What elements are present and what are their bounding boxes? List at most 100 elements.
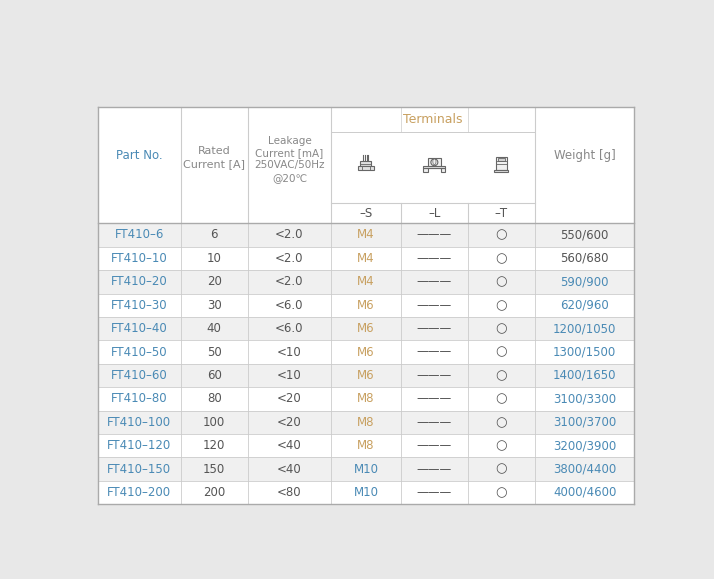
Text: 620/960: 620/960 xyxy=(560,299,609,312)
Text: FT410–100: FT410–100 xyxy=(107,416,171,428)
Text: <2.0: <2.0 xyxy=(275,252,303,265)
Bar xyxy=(361,161,371,166)
Bar xyxy=(98,481,634,504)
Text: ———: ——— xyxy=(417,486,452,499)
Text: ○: ○ xyxy=(496,369,507,382)
Text: Rated
Current [A]: Rated Current [A] xyxy=(183,146,246,169)
Text: M6: M6 xyxy=(357,299,375,312)
Text: –S: –S xyxy=(359,207,373,220)
Text: ———: ——— xyxy=(417,346,452,358)
Bar xyxy=(98,387,634,411)
Bar xyxy=(98,294,634,317)
Text: 3800/4400: 3800/4400 xyxy=(553,463,616,475)
Text: 100: 100 xyxy=(203,416,226,428)
Text: 150: 150 xyxy=(203,463,226,475)
Bar xyxy=(98,364,634,387)
Text: 590/900: 590/900 xyxy=(560,275,609,288)
Text: <2.0: <2.0 xyxy=(275,229,303,241)
Text: ○: ○ xyxy=(496,229,507,241)
Bar xyxy=(428,158,441,168)
Text: M8: M8 xyxy=(357,393,375,405)
Text: FT410–30: FT410–30 xyxy=(111,299,168,312)
Text: M10: M10 xyxy=(353,463,378,475)
Bar xyxy=(98,317,634,340)
Text: ○: ○ xyxy=(496,463,507,475)
Ellipse shape xyxy=(431,159,438,166)
Text: 10: 10 xyxy=(207,252,222,265)
Text: ○: ○ xyxy=(496,393,507,405)
Text: 1300/1500: 1300/1500 xyxy=(553,346,616,358)
Text: ○: ○ xyxy=(496,346,507,358)
Text: 50: 50 xyxy=(207,346,221,358)
Text: ———: ——— xyxy=(417,416,452,428)
Text: ———: ——— xyxy=(417,322,452,335)
Text: 1400/1650: 1400/1650 xyxy=(553,369,616,382)
Text: FT410–150: FT410–150 xyxy=(107,463,171,475)
Text: ———: ——— xyxy=(417,463,452,475)
Bar xyxy=(98,247,634,270)
Bar xyxy=(98,457,634,481)
Text: <6.0: <6.0 xyxy=(275,299,303,312)
Text: –T: –T xyxy=(495,207,508,220)
Text: 60: 60 xyxy=(207,369,222,382)
Text: ———: ——— xyxy=(417,229,452,241)
Text: –L: –L xyxy=(428,207,441,220)
Bar xyxy=(98,107,634,223)
Text: FT410–50: FT410–50 xyxy=(111,346,168,358)
Text: 120: 120 xyxy=(203,439,226,452)
Bar xyxy=(98,223,634,247)
Bar xyxy=(98,270,634,294)
Text: 200: 200 xyxy=(203,486,226,499)
Bar xyxy=(98,340,634,364)
Bar xyxy=(358,166,374,170)
Text: <10: <10 xyxy=(277,346,302,358)
Text: <20: <20 xyxy=(277,393,302,405)
Text: Terminals: Terminals xyxy=(403,113,463,126)
Text: <6.0: <6.0 xyxy=(275,322,303,335)
Text: ———: ——— xyxy=(417,393,452,405)
Text: ○: ○ xyxy=(496,486,507,499)
Bar xyxy=(98,434,634,457)
Text: ○: ○ xyxy=(496,252,507,265)
Text: 4000/4600: 4000/4600 xyxy=(553,486,616,499)
Text: Leakage
Current [mA]
250VAC/50Hz
@20℃: Leakage Current [mA] 250VAC/50Hz @20℃ xyxy=(254,135,325,183)
Bar xyxy=(441,168,446,172)
Bar xyxy=(423,168,428,172)
Text: 30: 30 xyxy=(207,299,221,312)
Text: ○: ○ xyxy=(496,439,507,452)
Text: M4: M4 xyxy=(357,229,375,241)
Text: ———: ——— xyxy=(417,252,452,265)
Text: ———: ——— xyxy=(417,439,452,452)
Bar xyxy=(495,170,508,173)
Text: 3100/3300: 3100/3300 xyxy=(553,393,616,405)
Bar xyxy=(98,411,634,434)
Bar xyxy=(496,157,507,170)
Text: FT410–120: FT410–120 xyxy=(107,439,171,452)
Text: M4: M4 xyxy=(357,275,375,288)
Text: M4: M4 xyxy=(357,252,375,265)
Text: <10: <10 xyxy=(277,369,302,382)
Text: Part No.: Part No. xyxy=(116,149,163,162)
Text: M6: M6 xyxy=(357,346,375,358)
Bar xyxy=(498,158,505,161)
Text: <40: <40 xyxy=(277,463,302,475)
Text: <20: <20 xyxy=(277,416,302,428)
Text: M8: M8 xyxy=(357,439,375,452)
Text: <2.0: <2.0 xyxy=(275,275,303,288)
Text: M6: M6 xyxy=(357,369,375,382)
Text: M10: M10 xyxy=(353,486,378,499)
Bar xyxy=(98,107,634,504)
Bar xyxy=(423,166,446,168)
Text: 6: 6 xyxy=(211,229,218,241)
Text: 1200/1050: 1200/1050 xyxy=(553,322,616,335)
Text: <80: <80 xyxy=(277,486,302,499)
Text: 560/680: 560/680 xyxy=(560,252,609,265)
Text: 0: 0 xyxy=(432,158,437,167)
Text: ○: ○ xyxy=(496,299,507,312)
Text: <40: <40 xyxy=(277,439,302,452)
Text: FT410–200: FT410–200 xyxy=(107,486,171,499)
Text: 3100/3700: 3100/3700 xyxy=(553,416,616,428)
Text: ○: ○ xyxy=(496,322,507,335)
Text: ○: ○ xyxy=(496,416,507,428)
Text: ———: ——— xyxy=(417,299,452,312)
